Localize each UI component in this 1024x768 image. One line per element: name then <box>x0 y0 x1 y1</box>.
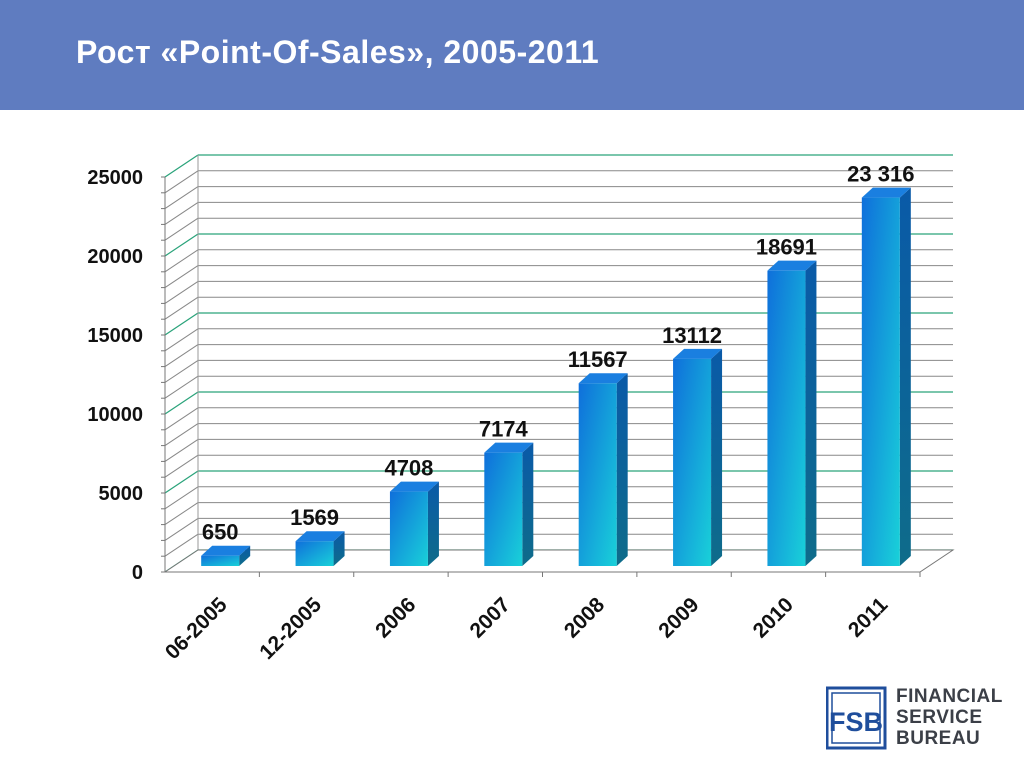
logo-line-bureau: BUREAU <box>896 728 981 749</box>
data-label: 1569 <box>290 505 339 530</box>
y-tick-label: 25000 <box>87 167 143 189</box>
slide-title: Рост «Point-Of-Sales», 2005-2011 <box>76 34 600 70</box>
data-label: 23 316 <box>847 162 914 187</box>
bar-top <box>389 481 439 492</box>
y-tick-label: 20000 <box>87 246 143 268</box>
gridline-side <box>164 359 199 383</box>
data-label: 4708 <box>384 456 433 481</box>
y-tick-label: 10000 <box>87 404 143 426</box>
y-tick-label: 15000 <box>87 325 143 347</box>
gridline-side <box>164 454 199 478</box>
bar-side <box>427 481 439 566</box>
logo-line-service: SERVICE <box>896 707 983 728</box>
bar-top <box>484 442 534 453</box>
company-logo: FSB FINANCIAL SERVICE BUREAU <box>826 686 1002 752</box>
gridline-side <box>164 186 199 210</box>
bar <box>861 197 900 567</box>
data-label: 18691 <box>756 235 817 260</box>
gridline-side <box>164 233 199 257</box>
gridline-side <box>164 249 199 273</box>
bar-top <box>767 260 817 271</box>
bar-side <box>899 187 911 567</box>
bar-top <box>861 187 911 198</box>
bar-top <box>673 348 723 359</box>
bar <box>673 358 712 566</box>
bar-side <box>333 531 345 566</box>
data-label: 650 <box>202 520 239 545</box>
logo-mark-text: FSB <box>829 707 883 737</box>
bar <box>484 452 523 566</box>
gridline-side <box>164 438 199 462</box>
gridline-side <box>164 517 199 541</box>
gridline-side <box>164 154 199 178</box>
x-tick-label: 2011 <box>844 593 893 642</box>
bar <box>767 270 806 566</box>
bar-side <box>805 260 817 566</box>
logo-text: FINANCIAL SERVICE BUREAU <box>896 686 1003 749</box>
bar-top <box>295 531 345 542</box>
gridline-side <box>164 296 199 320</box>
gridline-side <box>164 533 199 557</box>
bar-side <box>522 442 534 566</box>
x-tick-label: 2010 <box>749 593 798 642</box>
gridline-side <box>164 328 199 352</box>
x-tick-label: 2009 <box>654 593 703 642</box>
bar-top <box>201 545 251 556</box>
x-tick-label: 2007 <box>466 593 515 642</box>
gridline-side <box>164 486 199 510</box>
x-tick-label: 2006 <box>371 593 420 642</box>
fsb-logo-icon: FSB <box>826 686 887 750</box>
gridline-side <box>164 407 199 431</box>
gridline-side <box>164 470 199 494</box>
x-tick-label: 2008 <box>560 593 610 643</box>
gridline-side <box>164 170 199 194</box>
gridline-side <box>164 391 199 415</box>
x-tick-label: 06-2005 <box>161 593 232 664</box>
bar <box>389 491 428 566</box>
logo-line-financial: FINANCIAL <box>896 686 1003 707</box>
gridline-side <box>164 217 199 241</box>
data-label: 11567 <box>568 347 628 372</box>
chart-floor <box>163 549 955 573</box>
bar <box>295 541 334 566</box>
y-tick-label: 5000 <box>99 483 144 505</box>
bar-side <box>616 373 628 566</box>
gridline-side <box>164 280 199 304</box>
gridline-side <box>164 423 199 447</box>
gridline-side <box>164 201 199 225</box>
gridline-side <box>164 265 199 289</box>
bar <box>578 383 617 566</box>
bar-side <box>711 348 723 566</box>
data-label: 13112 <box>662 323 722 348</box>
bar-side <box>239 545 251 566</box>
y-tick-label: 0 <box>132 562 143 584</box>
gridline-side <box>164 312 199 336</box>
gridline-side <box>164 375 199 399</box>
x-tick-label: 12-2005 <box>255 593 326 664</box>
slide-header: Рост «Point-Of-Sales», 2005-2011 <box>0 0 1024 110</box>
bar-top <box>578 373 628 384</box>
gridline-side <box>164 502 199 526</box>
data-label: 7174 <box>479 417 529 442</box>
gridline-side <box>164 344 199 368</box>
bar <box>201 555 240 566</box>
